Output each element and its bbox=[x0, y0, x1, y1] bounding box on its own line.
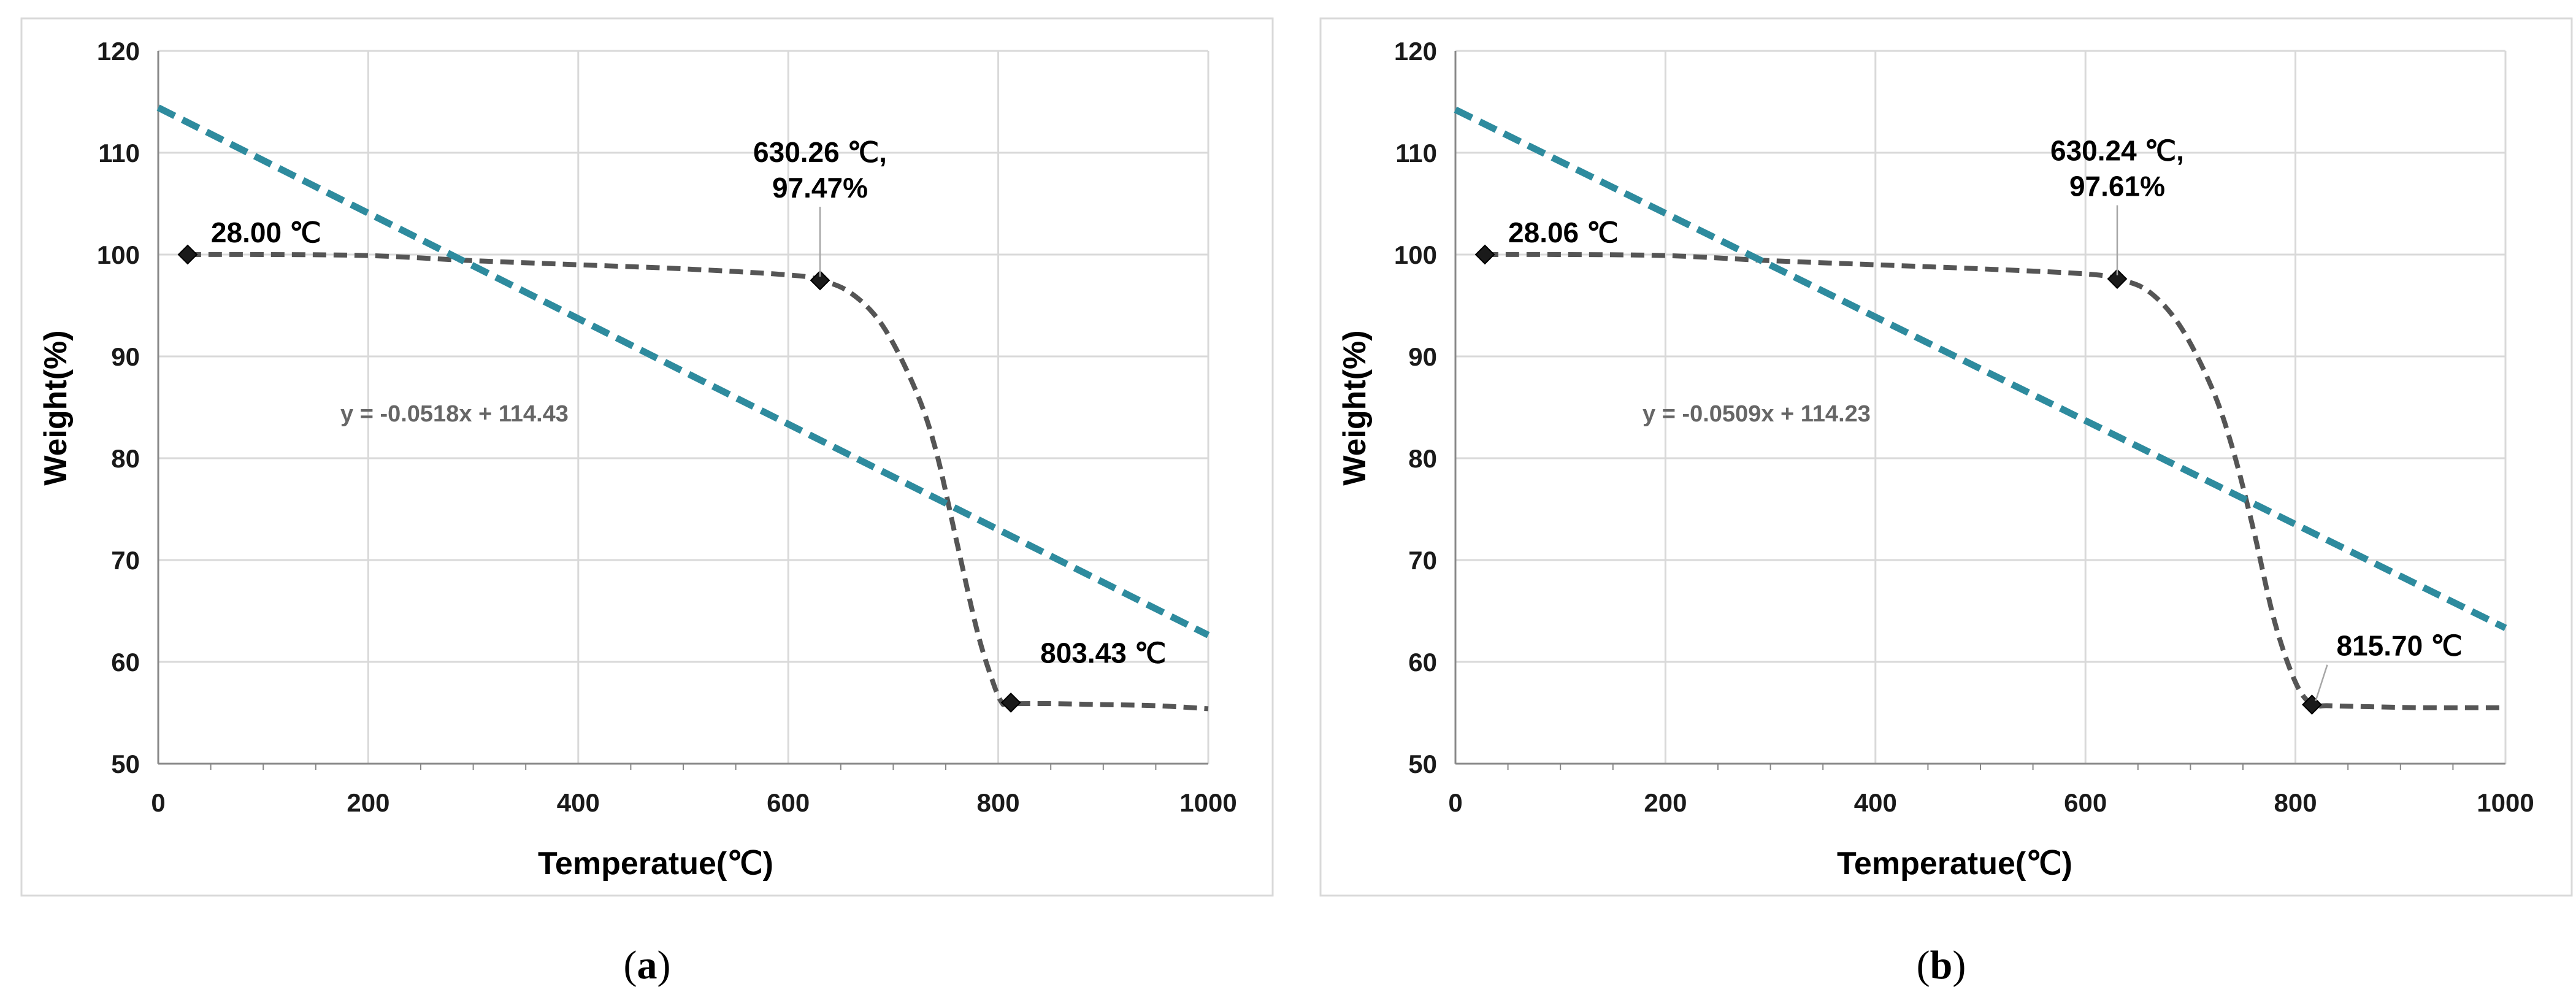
y-tick-label: 80 bbox=[1408, 444, 1437, 473]
trendline-equation: y = -0.0509x + 114.23 bbox=[1643, 401, 1871, 427]
annotations: 28.00 ℃ 630.26 ℃, 97.47% 803.43 ℃ bbox=[211, 136, 1166, 669]
x-tick-label: 200 bbox=[1644, 788, 1687, 817]
y-tick-labels: 50 60 70 80 90 100 110 120 bbox=[97, 37, 140, 778]
x-tick-label: 1000 bbox=[2477, 788, 2534, 817]
y-tick-label: 70 bbox=[1408, 546, 1437, 575]
panel-label-open: ( bbox=[624, 943, 637, 988]
panel-label-letter: b bbox=[1930, 943, 1953, 988]
y-tick-label: 60 bbox=[111, 648, 140, 677]
data-marker bbox=[1000, 692, 1021, 713]
data-markers bbox=[1474, 244, 2322, 715]
data-markers bbox=[177, 244, 1021, 713]
panel-label-letter: a bbox=[637, 943, 657, 988]
grid-lines bbox=[158, 50, 1209, 764]
x-tick-label: 200 bbox=[347, 788, 389, 817]
panel-label-open: ( bbox=[1917, 943, 1930, 988]
annotation-label: 803.43 ℃ bbox=[1040, 637, 1166, 669]
y-tick-label: 110 bbox=[1395, 139, 1437, 167]
x-tick-label: 1000 bbox=[1179, 788, 1236, 817]
grid-lines bbox=[1455, 50, 2507, 764]
annotations: 28.06 ℃ 630.24 ℃, 97.61% 815.70 ℃ bbox=[1508, 135, 2463, 702]
chart-frame bbox=[1319, 17, 2573, 897]
y-tick-label: 80 bbox=[111, 444, 140, 473]
annotation-label: 28.06 ℃ bbox=[1508, 217, 1619, 248]
x-tick-label: 0 bbox=[1448, 788, 1462, 817]
annotation-label: 28.00 ℃ bbox=[211, 217, 321, 248]
x-tick-label: 600 bbox=[2064, 788, 2107, 817]
panel-label-close: ) bbox=[1952, 943, 1966, 988]
y-tick-label: 100 bbox=[97, 240, 140, 269]
series-lines bbox=[1454, 106, 2507, 710]
chart-frame bbox=[20, 17, 1274, 897]
y-tick-label: 120 bbox=[97, 37, 140, 66]
x-tick-label: 400 bbox=[557, 788, 600, 817]
x-tick-label: 0 bbox=[151, 788, 165, 817]
axes bbox=[1454, 51, 2505, 770]
y-tick-label: 50 bbox=[111, 750, 140, 778]
leader-line bbox=[2315, 664, 2328, 702]
x-tick-label: 800 bbox=[2274, 788, 2317, 817]
chart-panel-b: 50 60 70 80 90 100 110 120 0 200 400 600 800 1000 28… bbox=[1319, 17, 2573, 988]
y-tick-label: 50 bbox=[1408, 750, 1437, 778]
panel-label-b: (b) bbox=[1917, 943, 1966, 988]
trendline-equation: y = -0.0518x + 114.43 bbox=[340, 401, 569, 427]
x-tick-labels: 0 200 400 600 800 1000 bbox=[151, 788, 1236, 817]
x-tick-label: 600 bbox=[767, 788, 810, 817]
trendline bbox=[1454, 106, 2507, 631]
y-tick-label: 120 bbox=[1394, 37, 1437, 66]
annotation-label: 97.61% bbox=[2069, 171, 2165, 202]
annotation-label: 630.24 ℃, bbox=[2050, 135, 2184, 167]
x-tick-label: 800 bbox=[977, 788, 1020, 817]
x-axis-title: Temperatue(℃) bbox=[1837, 846, 2072, 881]
x-tick-labels: 0 200 400 600 800 1000 bbox=[1448, 788, 2534, 817]
y-tick-label: 100 bbox=[1394, 240, 1437, 269]
tga-curve bbox=[1484, 252, 2506, 710]
data-marker bbox=[810, 270, 830, 291]
y-tick-labels: 50 60 70 80 90 100 110 120 bbox=[1394, 37, 1437, 778]
y-tick-label: 90 bbox=[1408, 342, 1437, 371]
annotation-label: 815.70 ℃ bbox=[2336, 630, 2462, 662]
y-axis-title: Weight(%) bbox=[38, 330, 74, 485]
x-tick-label: 400 bbox=[1854, 788, 1897, 817]
panel-label-a: (a) bbox=[624, 943, 671, 988]
chart-panel-a: 50 60 70 80 90 100 110 120 0 200 400 600 800 1000 28… bbox=[20, 17, 1274, 988]
panel-label-close: ) bbox=[657, 943, 671, 988]
axes bbox=[157, 51, 1208, 770]
y-tick-label: 90 bbox=[111, 342, 140, 371]
data-marker bbox=[1474, 244, 1495, 265]
y-tick-label: 60 bbox=[1408, 648, 1437, 677]
y-tick-label: 70 bbox=[111, 546, 140, 575]
annotation-label: 630.26 ℃, bbox=[753, 136, 887, 168]
data-marker bbox=[177, 244, 198, 265]
annotation-label: 97.47% bbox=[772, 172, 868, 204]
y-tick-label: 110 bbox=[98, 139, 140, 167]
y-axis-title: Weight(%) bbox=[1337, 330, 1373, 485]
trendline bbox=[156, 104, 1210, 639]
x-axis-title: Temperatue(℃) bbox=[538, 846, 773, 881]
data-marker bbox=[2107, 269, 2128, 290]
